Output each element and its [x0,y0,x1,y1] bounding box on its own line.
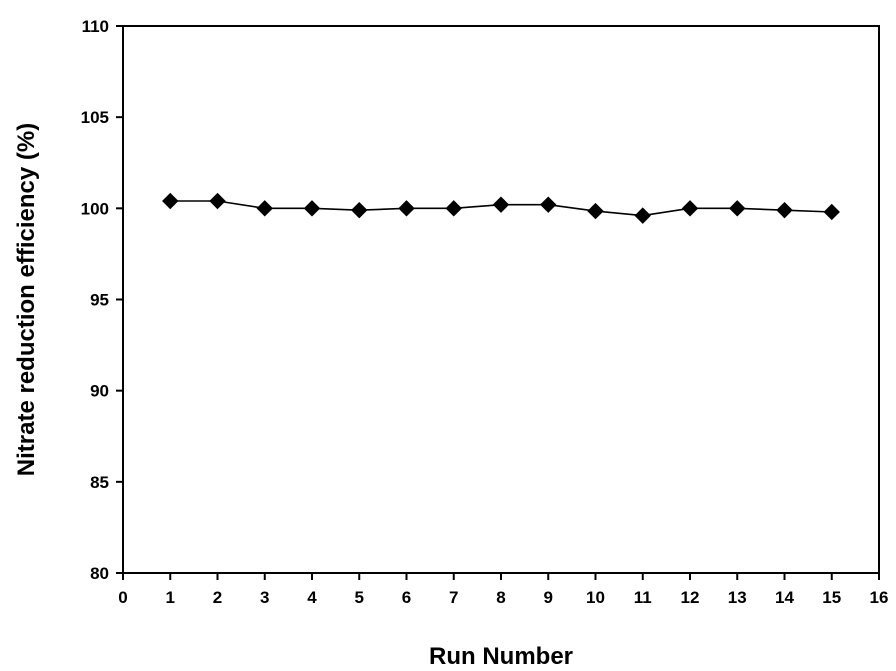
y-tick-label: 90 [90,382,109,401]
x-tick-label: 2 [213,588,222,607]
data-point [351,201,368,219]
x-tick-label: 3 [260,588,269,607]
data-point [492,196,510,213]
data-point [303,200,321,217]
x-tick-label: 8 [496,588,505,607]
y-tick-label: 105 [81,108,109,127]
data-point [729,200,746,217]
x-tick-label: 10 [586,588,605,607]
data-point [445,200,462,217]
x-tick-label: 11 [634,588,652,607]
x-tick-label: 12 [681,588,700,607]
x-tick-label: 14 [775,588,794,607]
y-axis: 80 85 90 95 100 105 110 [81,17,123,583]
x-tick-label: 1 [166,588,175,607]
x-tick-label: 4 [307,588,317,607]
y-axis-title: Nitrate reduction efficiency (%) [13,123,40,476]
data-point [256,200,273,217]
y-tick-label: 95 [90,291,109,310]
y-tick-label: 110 [82,17,109,36]
plot-area [122,25,880,574]
x-tick-label: 0 [118,588,127,607]
data-point [540,196,557,213]
data-point [681,200,699,217]
x-tick-label: 13 [728,588,747,607]
data-point [209,192,226,210]
x-tick-label: 6 [402,588,411,607]
x-tick-label: 9 [544,588,553,607]
plot-frame [122,25,880,574]
data-point [823,203,840,221]
x-tick-label: 5 [355,588,364,607]
data-point [634,207,651,224]
y-tick-label: 100 [81,199,109,218]
y-tick-label: 85 [90,473,109,492]
data-point [398,200,415,217]
data-point [776,201,793,219]
data-point [587,202,604,220]
data-point [162,192,179,210]
x-axis-title: Run Number [429,643,573,670]
series-points-group [162,192,840,224]
x-tick-label: 7 [449,588,458,607]
x-tick-label: 16 [870,588,889,607]
y-tick-label: 80 [90,564,109,583]
x-tick-label: 15 [822,588,841,607]
x-axis: 0 1 2 3 4 5 6 7 8 9 10 11 12 13 14 15 16 [118,573,888,607]
